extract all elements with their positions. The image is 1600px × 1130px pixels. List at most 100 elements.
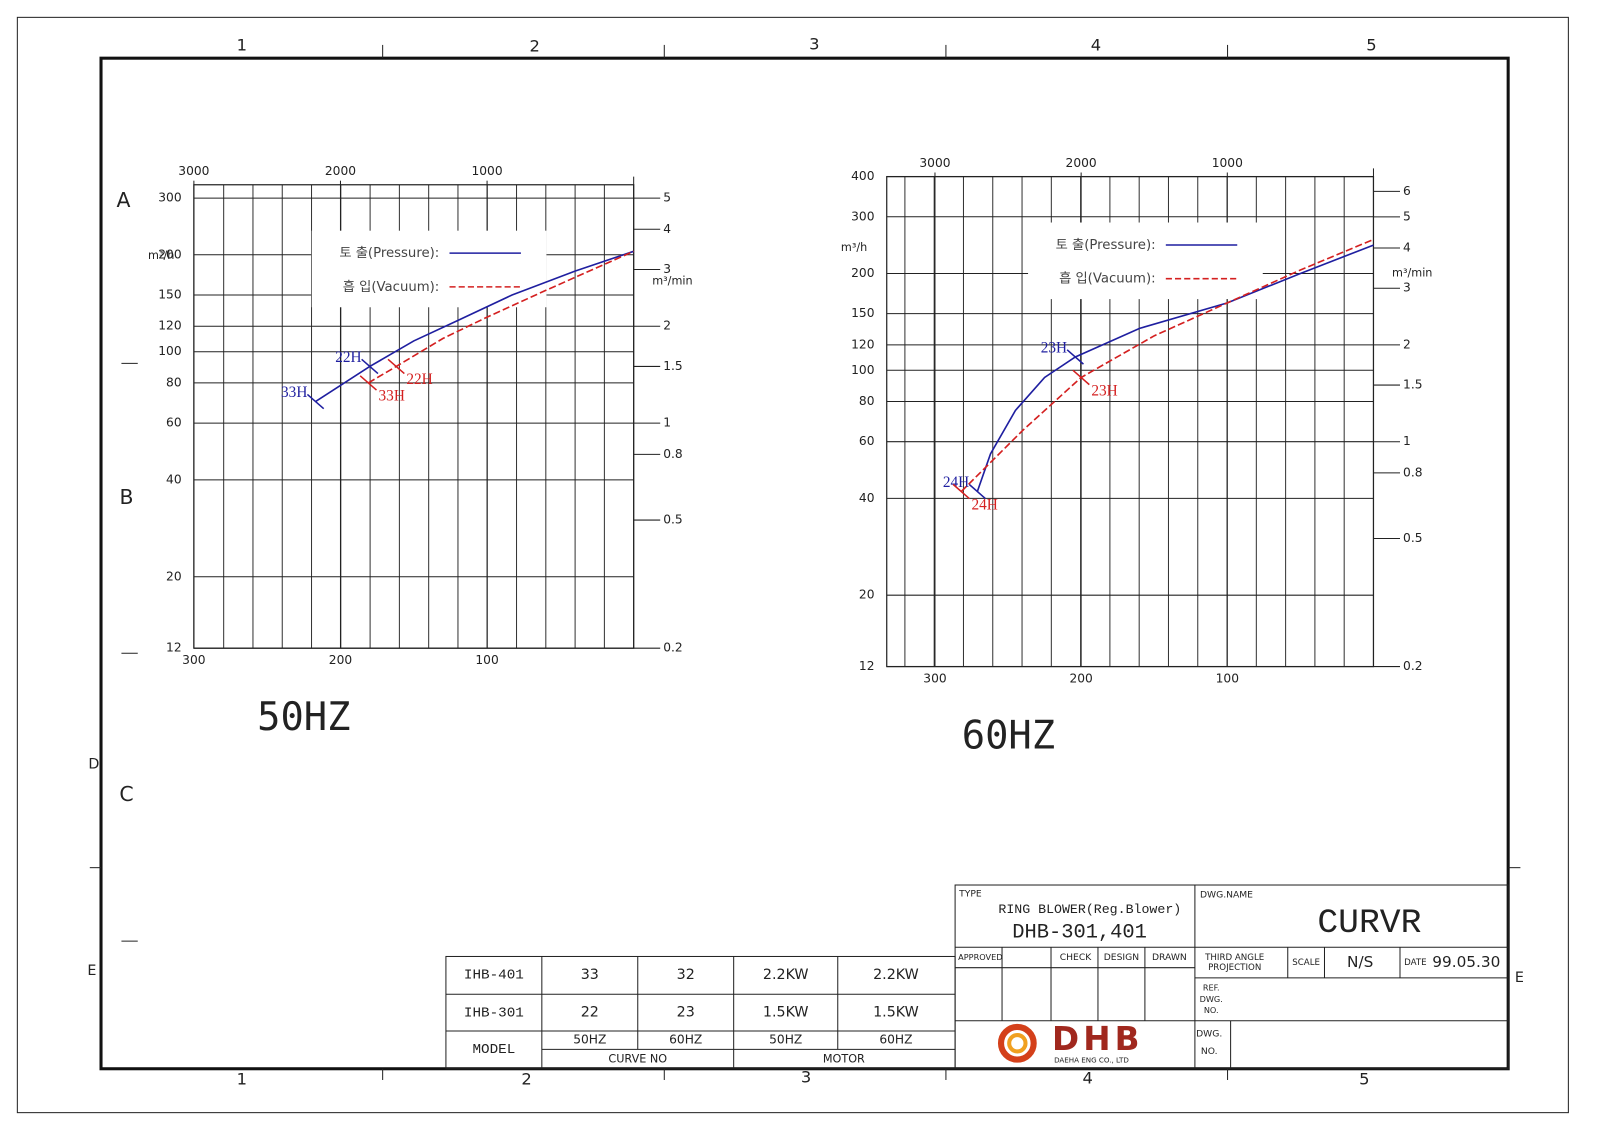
column-number: 5 xyxy=(1366,35,1376,54)
table-cell: 1.5KW xyxy=(873,1005,919,1021)
legend-label: 흡 입(Vacuum): xyxy=(1059,271,1156,287)
y-tick-label: 100 xyxy=(158,344,181,358)
y2-tick-label: 0.2 xyxy=(1403,659,1422,673)
table-cell: 2.2KW xyxy=(873,967,919,983)
y-tick-label: 100 xyxy=(851,363,874,377)
point-label: 22H xyxy=(406,371,432,388)
design-label: DESIGN xyxy=(1104,952,1139,963)
curve xyxy=(367,250,635,384)
row-letter: B xyxy=(120,485,134,509)
x2-tick-label: 1000 xyxy=(472,164,503,178)
date-value: 99.05.30 xyxy=(1432,953,1500,971)
ref-dwg-line: REF. xyxy=(1203,983,1220,993)
table-cell: IHB-301 xyxy=(464,1005,524,1021)
y-tick-label: 150 xyxy=(851,306,874,320)
row-letter: A xyxy=(116,188,130,212)
point-marker xyxy=(387,358,405,375)
table-subheader: 60HZ xyxy=(669,1033,702,1047)
y-tick-label: 20 xyxy=(859,588,875,602)
chart-title: 60HZ xyxy=(962,714,1055,759)
x2-tick-label: 3000 xyxy=(178,164,209,178)
x-tick-label: 300 xyxy=(923,671,946,685)
block-border xyxy=(954,884,1509,1070)
column-number: 1 xyxy=(237,1069,247,1088)
table-cell: 23 xyxy=(677,1005,695,1021)
dwg-name: CURVR xyxy=(1317,904,1421,943)
ref-dwg-line: DWG. xyxy=(1200,994,1223,1004)
y-tick-label: 300 xyxy=(851,209,874,223)
y-tick-label: 12 xyxy=(859,659,875,673)
y2-tick-label: 1 xyxy=(663,416,671,430)
model-number: DHB-301,401 xyxy=(1012,921,1147,944)
x-tick-label: 200 xyxy=(1069,671,1092,685)
point-marker xyxy=(1072,369,1090,386)
dwg-no-line: DWG. xyxy=(1196,1029,1222,1040)
point-marker xyxy=(361,358,379,375)
table-header: MODEL xyxy=(472,1042,515,1058)
y2-tick-label: 3 xyxy=(663,262,671,276)
column-number: 4 xyxy=(1083,1068,1093,1087)
y-tick-label: 80 xyxy=(166,375,182,389)
y2-tick-label: 0.5 xyxy=(1403,531,1422,545)
check-label: CHECK xyxy=(1060,952,1092,963)
y-tick-label: 200 xyxy=(851,266,874,280)
x-tick-label: 100 xyxy=(475,653,498,667)
title-block: TYPE RING BLOWER(Reg.Blower) DHB-301,401… xyxy=(954,884,1509,1070)
legend-label: 토 출(Pressure): xyxy=(339,245,439,261)
x2-tick-label: 2000 xyxy=(1066,156,1097,170)
logo-text: DHB xyxy=(1052,1020,1144,1058)
point-label: 33H xyxy=(379,388,405,405)
y-tick-label: 40 xyxy=(166,472,182,486)
logo-ring xyxy=(997,1023,1037,1063)
y2-unit: m³/min xyxy=(1392,267,1432,280)
column-number: 1 xyxy=(237,35,247,54)
row-letter: E xyxy=(1515,970,1524,986)
table-group: MOTOR xyxy=(823,1053,865,1066)
point-marker xyxy=(359,375,377,391)
table-subheader: 50HZ xyxy=(769,1033,802,1047)
model-table: MODEL 50HZ 60HZ 50HZ 60HZ CURVE NO MOTOR… xyxy=(445,955,956,1070)
table-cell: 33 xyxy=(581,967,599,983)
table-cell: 22 xyxy=(581,1005,599,1021)
y2-tick-label: 2 xyxy=(663,319,671,333)
point-marker xyxy=(968,483,987,500)
y-tick-label: 400 xyxy=(851,169,874,183)
scale-value: N/S xyxy=(1347,953,1373,971)
row-letter: E xyxy=(87,963,96,979)
x-tick-label: 300 xyxy=(182,653,205,667)
outer-border xyxy=(16,16,1569,1114)
x2-tick-label: 3000 xyxy=(919,156,950,170)
table-subheader: 50HZ xyxy=(573,1033,606,1047)
y2-tick-label: 2 xyxy=(1403,337,1411,351)
date-label: DATE xyxy=(1404,958,1427,968)
table-cell: 1.5KW xyxy=(763,1005,809,1021)
y-tick-label: 80 xyxy=(859,394,875,408)
legend-box xyxy=(1028,222,1263,300)
y2-unit: m³/min xyxy=(652,275,692,288)
row-letter: D xyxy=(88,757,99,773)
table-cell: 2.2KW xyxy=(763,967,809,983)
y2-tick-label: 1 xyxy=(1403,434,1411,448)
legend-label: 흡 입(Vacuum): xyxy=(343,279,440,295)
y-tick-label: 60 xyxy=(166,416,182,430)
point-label: 22H xyxy=(335,349,361,366)
dwg-no-line: NO. xyxy=(1201,1046,1218,1057)
inner-frame xyxy=(99,56,1510,1071)
y-tick-label: 20 xyxy=(166,569,182,583)
y2-tick-label: 0.8 xyxy=(1403,465,1422,479)
point-label: 23H xyxy=(1091,382,1117,399)
y2-tick-label: 0.8 xyxy=(663,447,682,461)
curve xyxy=(960,238,1374,493)
company-name: DAEHA ENG CO., LTD xyxy=(1054,1056,1129,1065)
frame-labels: 1 2 3 4 5 1 2 3 4 5 A B C D E E xyxy=(87,34,1524,1088)
y2-tick-label: 1.5 xyxy=(1403,378,1422,392)
y2-tick-label: 6 xyxy=(1403,184,1411,198)
y-unit: m³/h xyxy=(148,249,174,262)
y2-tick-label: 1.5 xyxy=(663,359,682,373)
point-marker xyxy=(1066,349,1084,365)
y-tick-label: 120 xyxy=(158,319,181,333)
y2-tick-label: 0.5 xyxy=(663,513,682,527)
scale-label: SCALE xyxy=(1292,958,1320,968)
